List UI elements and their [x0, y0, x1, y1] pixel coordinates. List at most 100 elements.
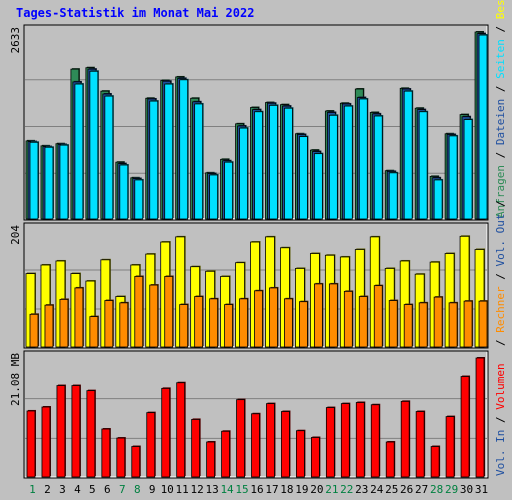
x-label-day-30: 30	[460, 483, 473, 496]
right-legend-mid-part-4: Vol. Out	[494, 214, 507, 267]
bar-seiten-day-15	[239, 127, 248, 220]
bar-volumen-day-9	[146, 412, 156, 478]
bar-rechner-day-9	[149, 284, 159, 348]
bar-seiten-day-22	[343, 105, 353, 220]
x-label-day-1: 1	[29, 483, 36, 496]
right-legend-top-part-2: /	[494, 145, 507, 165]
bar-seiten-day-31	[478, 34, 488, 220]
panel-2-frame	[23, 222, 489, 349]
y-max-label-besuche: 204	[9, 225, 22, 245]
bar-volumen-day-13	[206, 441, 216, 478]
bar-rechner-day-18	[284, 298, 293, 348]
bar-volumen-day-15	[236, 399, 245, 478]
bar-seiten-day-25	[388, 172, 398, 220]
x-label-day-4: 4	[74, 483, 81, 496]
right-legend-bottom-part-2: /	[494, 410, 507, 430]
x-label-day-6: 6	[104, 483, 111, 496]
bar-volumen-day-11	[176, 382, 186, 478]
bar-rechner-day-6	[104, 300, 114, 348]
x-label-day-10: 10	[161, 483, 174, 496]
bar-volumen-day-3	[56, 385, 66, 478]
bar-volumen-day-31	[475, 357, 485, 478]
x-label-day-11: 11	[176, 483, 189, 496]
bar-volumen-day-5	[86, 390, 96, 478]
bar-volumen-day-1	[26, 410, 36, 478]
bar-volumen-day-2	[41, 406, 51, 478]
bar-seiten-day-30	[463, 119, 473, 220]
right-legend-top-part-4: /	[494, 79, 507, 99]
bar-volumen-day-30	[460, 376, 470, 478]
bar-volumen-day-22	[340, 403, 350, 478]
bar-seiten-day-17	[269, 104, 278, 220]
x-label-day-9: 9	[149, 483, 156, 496]
bar-rechner-day-27	[418, 302, 428, 348]
bar-volumen-day-28	[430, 446, 440, 478]
bar-seiten-day-8	[134, 179, 144, 220]
x-label-day-18: 18	[280, 483, 293, 496]
bar-volumen-day-24	[370, 404, 380, 478]
bar-seiten-day-26	[403, 90, 413, 220]
bar-seiten-day-5	[89, 70, 99, 220]
bar-volumen-day-7	[116, 437, 126, 478]
bar-seiten-day-27	[418, 111, 428, 220]
bar-rechner-day-21	[328, 283, 338, 348]
x-label-day-3: 3	[59, 483, 66, 496]
bar-seiten-day-23	[358, 98, 368, 220]
bar-rechner-day-29	[448, 302, 458, 348]
bar-rechner-day-17	[269, 287, 278, 348]
right-legend-top-part-3: Dateien	[494, 99, 507, 145]
bar-seiten-day-11	[179, 79, 189, 220]
x-label-day-31: 31	[475, 483, 488, 496]
right-legend-mid-part-2: Rechner	[494, 286, 507, 333]
x-label-day-7: 7	[119, 483, 126, 496]
bar-rechner-day-16	[254, 290, 263, 348]
bar-seiten-day-19	[299, 136, 308, 220]
bar-rechner-day-1	[29, 313, 39, 348]
x-label-day-28: 28	[430, 483, 443, 496]
bar-volumen-day-6	[101, 428, 111, 478]
x-label-day-26: 26	[400, 483, 413, 496]
x-label-day-21: 21	[325, 483, 338, 496]
bar-seiten-day-24	[373, 115, 383, 220]
bar-seiten-day-10	[164, 83, 174, 220]
bar-rechner-day-15	[239, 298, 248, 348]
bar-seiten-day-21	[328, 114, 338, 220]
bar-seiten-day-6	[104, 95, 114, 220]
right-legend-top-part-1: Anfragen	[494, 165, 507, 218]
x-label-day-2: 2	[44, 483, 51, 496]
bar-rechner-day-10	[164, 276, 174, 348]
x-label-day-12: 12	[191, 483, 204, 496]
right-legend-bottom-part-3: Volumen	[494, 363, 507, 409]
bar-rechner-day-30	[463, 300, 473, 348]
bar-volumen-day-26	[400, 400, 410, 478]
bar-rechner-day-11	[179, 304, 189, 348]
right-legend-top-part-6: /	[494, 19, 507, 39]
bar-seiten-day-14	[224, 161, 233, 220]
bar-volumen-day-23	[355, 402, 365, 478]
x-label-day-29: 29	[445, 483, 458, 496]
right-legend-top-part-5: Seiten	[494, 39, 507, 79]
bar-volumen-day-16	[251, 413, 260, 478]
bar-rechner-day-12	[194, 296, 204, 348]
bar-volumen-day-17	[266, 403, 275, 478]
right-legend-bottom: Vol. In / Volumen	[494, 363, 507, 476]
bar-seiten-day-7	[119, 164, 129, 220]
bar-volumen-day-12	[191, 419, 201, 478]
right-legend-mid-part-5: /	[494, 200, 507, 213]
bar-rechner-day-5	[89, 316, 99, 348]
bar-volumen-day-20	[310, 437, 320, 478]
bar-seiten-day-20	[313, 153, 323, 220]
bar-rechner-day-7	[119, 302, 129, 348]
bar-rechner-day-24	[373, 285, 383, 348]
x-label-day-20: 20	[310, 483, 323, 496]
bar-rechner-day-20	[313, 283, 323, 348]
bar-volumen-day-14	[221, 430, 230, 478]
bar-seiten-day-9	[149, 100, 159, 220]
x-label-day-15: 15	[235, 483, 248, 496]
bar-seiten-day-16	[254, 111, 263, 220]
bar-rechner-day-4	[74, 287, 84, 348]
bar-seiten-day-18	[284, 107, 293, 220]
right-legend-mid: / Rechner / Vol. Out /	[494, 200, 507, 346]
bar-volumen-day-29	[445, 416, 455, 478]
bar-rechner-day-28	[433, 296, 443, 348]
